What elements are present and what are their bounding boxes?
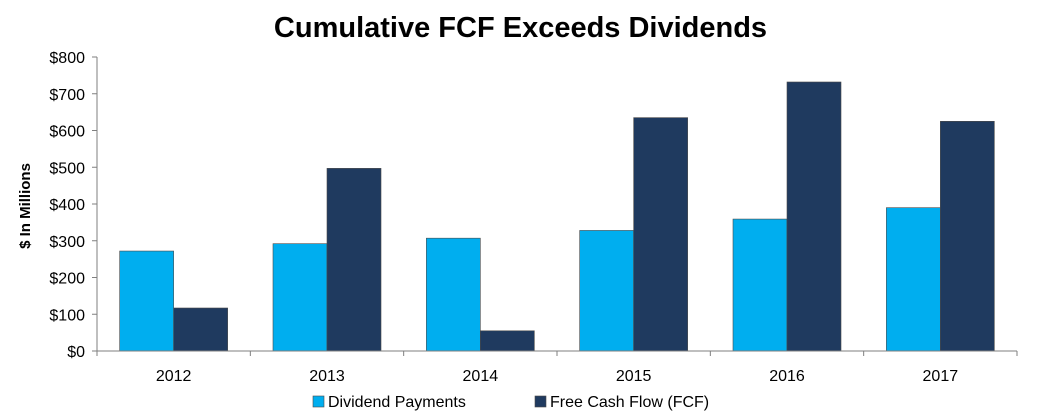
bar-free-cash-flow-fcf-2012 [173,307,228,352]
bar-free-cash-flow-fcf-2017 [940,121,995,352]
bar-free-cash-flow-fcf-2013 [326,168,382,352]
y-axis-label: $ In Millions [17,163,34,249]
bar-dividend-payments-2015 [579,230,634,352]
bar-dividend-payments-2012 [119,250,174,352]
y-tick-label: $100 [49,307,85,324]
y-tick-label: $200 [49,271,85,288]
y-tick-label: $400 [49,197,85,214]
chart-title: Cumulative FCF Exceeds Dividends [273,12,768,44]
y-tick-label: $800 [49,50,85,67]
legend-swatch-dividend-payments [312,395,325,408]
legend-swatch-free-cash-flow-fcf [534,395,547,408]
y-tick-label: $700 [49,87,85,104]
bar-free-cash-flow-fcf-2016 [786,81,842,352]
bar-dividend-payments-2013 [272,243,328,352]
bar-free-cash-flow-fcf-2015 [633,117,688,352]
x-axis: 2012 2013 2014 2015 2016 2017 [96,350,1018,385]
y-tick-label: $500 [49,160,85,177]
bar-free-cash-flow-fcf-2014 [480,330,535,352]
bar-dividend-payments-2017 [886,207,941,352]
y-tick-label: $600 [49,124,85,141]
x-tick-label: 2013 [309,368,345,385]
bar-dividend-payments-2014 [426,237,481,352]
y-tick-label: $300 [49,234,85,251]
y-tick-label: $0 [67,344,85,361]
x-tick-label: 2016 [769,368,805,385]
x-tick-label: 2017 [923,368,959,385]
bars [119,81,995,352]
x-tick-label: 2015 [616,368,652,385]
legend: Dividend Payments Free Cash Flow (FCF) [312,394,709,411]
x-tick-label: 2012 [156,368,192,385]
legend-label-dividend-payments: Dividend Payments [328,394,466,411]
y-axis: $0 $100 $200 $300 $400 $500 $600 $700 $800 [49,50,98,361]
bar-dividend-payments-2016 [732,218,788,352]
legend-label-free-cash-flow-fcf: Free Cash Flow (FCF) [550,394,709,411]
x-tick-label: 2014 [463,368,499,385]
